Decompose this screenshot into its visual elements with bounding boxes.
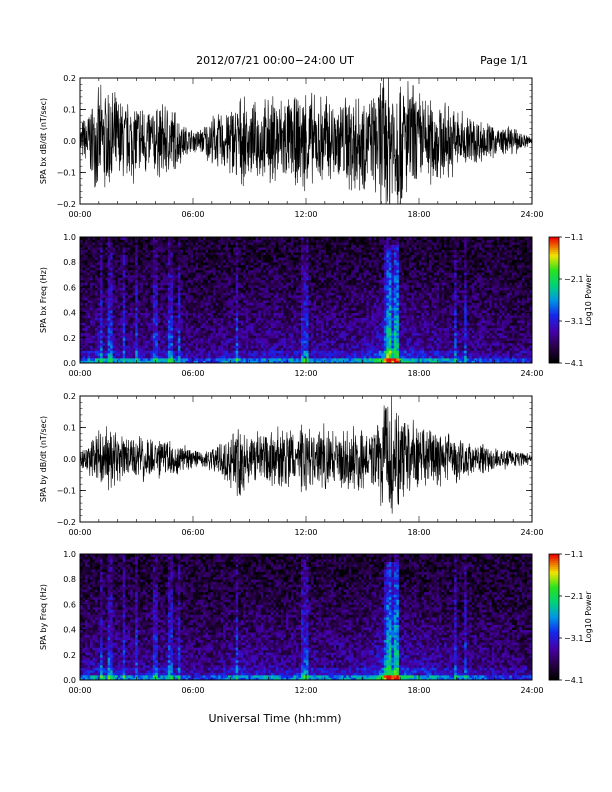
y-tick-label: 0.0 (63, 137, 76, 146)
colorbar-4: −1.1 −2.1 −3.1 −4.1 Log10 Power (548, 550, 593, 685)
panel-3: 00:00 06:00 12:00 18:00 24:00 −0.2 −0.1 0.0 0.1 0… (39, 392, 544, 537)
colorbar-tick-label: −2.1 (564, 592, 583, 601)
x-tick-label: 06:00 (181, 210, 204, 219)
y-tick-label: 0.2 (63, 74, 76, 83)
x-tick-label: 12:00 (294, 528, 317, 537)
page-number: Page 1/1 (480, 54, 528, 67)
y-axis-label: SPA bx Freq (Hz) (39, 267, 48, 333)
x-tick-label: 24:00 (520, 369, 543, 378)
y-tick-label: 0.6 (63, 600, 76, 609)
colorbar-tick-label: −2.1 (564, 275, 583, 284)
panel-2: −1.1 −2.1 −3.1 −4.1 Log10 Power 00:00 06:00 12:… (39, 233, 593, 378)
x-tick-label: 06:00 (181, 686, 204, 695)
x-axis-title: Universal Time (hh:mm) (209, 712, 342, 725)
panel-1: 00:00 06:00 12:00 18:00 24:00 −0.2 −0.1 0.0 0.1 0… (39, 74, 544, 219)
y-tick-label: 0.2 (63, 651, 76, 660)
y-tick-label: 0.1 (63, 424, 76, 433)
x-tick-label: 00:00 (68, 369, 91, 378)
y-tick-label: 0.0 (63, 455, 76, 464)
waveform-trace-1 (80, 78, 532, 204)
panel-4: −1.1 −2.1 −3.1 −4.1 Log10 Power 00:00 06:00 12:… (39, 550, 593, 695)
x-tick-label: 18:00 (407, 528, 430, 537)
x-tick-label: 24:00 (520, 528, 543, 537)
y-tick-label: −0.1 (57, 487, 76, 496)
y-tick-label: 1.0 (63, 233, 76, 242)
x-tick-label: 12:00 (294, 369, 317, 378)
x-tick-label: 00:00 (68, 686, 91, 695)
y-axis-label: SPA bx dB/dt (nT/sec) (39, 98, 48, 184)
colorbar-label: Log10 Power (584, 274, 593, 326)
y-tick-label: 0.8 (63, 575, 76, 584)
y-tick-label: 1.0 (63, 550, 76, 559)
y-tick-label: −0.2 (57, 518, 76, 527)
y-tick-label: 0.2 (63, 334, 76, 343)
colorbar-tick-label: −4.1 (564, 359, 583, 368)
x-tick-label: 06:00 (181, 369, 204, 378)
x-tick-label: 12:00 (294, 210, 317, 219)
colorbar-tick-label: −4.1 (564, 676, 583, 685)
colorbar-tick-label: −1.1 (564, 233, 583, 242)
page-title: 2012/07/21 00:00−24:00 UT (196, 54, 354, 67)
y-tick-label: −0.1 (57, 169, 76, 178)
y-tick-label: 0.0 (63, 676, 76, 685)
y-tick-label: −0.2 (57, 200, 76, 209)
x-tick-label: 12:00 (294, 686, 317, 695)
colorbar-tick-label: −3.1 (564, 317, 583, 326)
y-tick-label: 0.4 (63, 309, 76, 318)
y-tick-label: 0.2 (63, 392, 76, 401)
y-axis-label: SPA by Freq (Hz) (39, 584, 48, 650)
x-tick-label: 24:00 (520, 686, 543, 695)
colorbar-tick-label: −3.1 (564, 634, 583, 643)
x-tick-label: 18:00 (407, 686, 430, 695)
colorbar-label: Log10 Power (584, 591, 593, 643)
x-tick-label: 24:00 (520, 210, 543, 219)
y-tick-label: 0.4 (63, 626, 76, 635)
colorbar-tick-label: −1.1 (564, 550, 583, 559)
y-tick-label: 0.6 (63, 283, 76, 292)
y-tick-label: 0.0 (63, 359, 76, 368)
spectrogram-2 (80, 237, 533, 364)
x-tick-label: 00:00 (68, 210, 91, 219)
y-axis-label: SPA by dB/dt (nT/sec) (39, 416, 48, 502)
spectrogram-4 (80, 554, 533, 681)
waveform-trace-3 (80, 396, 532, 514)
x-tick-label: 18:00 (407, 369, 430, 378)
y-tick-label: 0.1 (63, 106, 76, 115)
y-tick-label: 0.8 (63, 258, 76, 267)
x-tick-label: 18:00 (407, 210, 430, 219)
x-tick-label: 06:00 (181, 528, 204, 537)
x-tick-label: 00:00 (68, 528, 91, 537)
colorbar-2: −1.1 −2.1 −3.1 −4.1 Log10 Power (548, 233, 593, 368)
